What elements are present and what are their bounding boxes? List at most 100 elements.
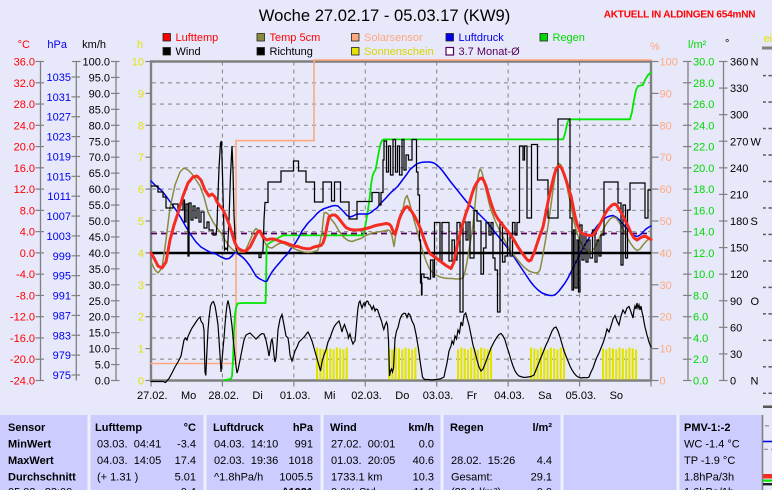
svg-text:20: 20 [660,312,672,324]
svg-text:991: 991 [53,291,71,303]
svg-text:05.03. 23:00: 05.03. 23:00 [8,487,72,490]
svg-text:25.0: 25.0 [89,296,110,308]
svg-text:Regen: Regen [553,32,585,44]
svg-text:04.03. 14:10: 04.03. 14:10 [214,439,278,451]
svg-text:Woche 27.02.17 - 05.03.17 (KW9: Woche 27.02.17 - 05.03.17 (KW9) [259,6,511,25]
svg-text:8: 8 [138,120,144,132]
svg-text:0.0: 0.0 [693,376,708,388]
svg-text:ein: ein [764,33,772,45]
svg-text:-12.0: -12.0 [10,312,35,324]
svg-text:2.0: 2.0 [693,354,708,366]
svg-text:10: 10 [660,344,672,356]
svg-text:4.4: 4.4 [537,455,552,467]
svg-text:°C: °C [18,39,30,51]
svg-text:km/h: km/h [82,39,106,51]
svg-text:50: 50 [660,216,672,228]
svg-text:1005.5: 1005.5 [279,472,313,484]
svg-text:MaxWert: MaxWert [8,455,54,467]
svg-text:30.0: 30.0 [693,57,714,69]
svg-text:4.0: 4.0 [693,333,708,345]
svg-text:300: 300 [730,110,748,122]
svg-text:6.0: 6.0 [693,312,708,324]
svg-text:90: 90 [660,88,672,100]
svg-text:-0.4: -0.4 [177,487,196,490]
svg-text:0: 0 [730,376,736,388]
svg-text:km/h: km/h [408,422,434,434]
svg-text:28.02.: 28.02. [208,390,239,402]
svg-text:Luftdruck: Luftdruck [213,422,265,434]
svg-text:0: 0 [138,376,144,388]
svg-text:-4.0: -4.0 [16,269,35,281]
svg-text:l/m²: l/m² [688,39,707,51]
svg-text:Fr: Fr [467,390,478,402]
svg-text:2: 2 [138,312,144,324]
svg-text:991: 991 [295,439,313,451]
svg-text:16.0: 16.0 [14,163,35,175]
svg-text:Di: Di [252,390,262,402]
svg-text:22.0: 22.0 [693,142,714,154]
svg-text:Sa: Sa [538,390,552,402]
svg-text:360: 360 [730,57,748,69]
svg-text:-8.0: -8.0 [16,290,35,302]
svg-text:1035: 1035 [47,72,71,84]
svg-text:05.03.: 05.03. [566,390,597,402]
svg-text:100: 100 [660,57,678,69]
svg-text:1.8hPa/3h: 1.8hPa/3h [684,472,734,484]
svg-text:80: 80 [660,120,672,132]
svg-text:95.0: 95.0 [89,72,110,84]
svg-text:04.03. 14:05: 04.03. 14:05 [97,455,161,467]
svg-text:02.03.: 02.03. [351,390,382,402]
svg-text:So: So [610,390,623,402]
svg-text:0.0: 0.0 [20,248,35,260]
svg-text:8.0: 8.0 [20,205,35,217]
svg-text:10.0: 10.0 [89,344,110,356]
svg-text:1007: 1007 [47,211,71,223]
svg-text:55.0: 55.0 [89,200,110,212]
svg-text:60.0: 60.0 [89,184,110,196]
svg-text:10: 10 [132,57,144,69]
svg-text:1015: 1015 [47,171,71,183]
svg-text:30: 30 [660,280,672,292]
svg-text:1031: 1031 [47,92,71,104]
svg-text:%: % [650,41,660,53]
svg-text:1018: 1018 [289,455,313,467]
svg-text:0.0% Std: 0.0% Std [331,487,376,490]
svg-text:W: W [751,136,762,148]
svg-text:16.0: 16.0 [693,205,714,217]
svg-text:02.03. 19:36: 02.03. 19:36 [214,455,278,467]
svg-text:210: 210 [730,189,748,201]
svg-text:hPa: hPa [293,422,314,434]
svg-text:-16.0: -16.0 [10,333,35,345]
svg-text:20.0: 20.0 [693,163,714,175]
svg-text:45.0: 45.0 [89,232,110,244]
svg-text:30: 30 [730,349,742,361]
svg-text:5.0: 5.0 [95,360,110,372]
svg-text:24.0: 24.0 [14,120,35,132]
svg-text:Durchschnitt: Durchschnitt [8,472,76,484]
svg-text:N: N [751,57,759,69]
svg-text:7: 7 [138,152,144,164]
svg-text:3.7 Monat-Ø: 3.7 Monat-Ø [459,46,521,58]
svg-text:20.0: 20.0 [14,142,35,154]
svg-text:28.02. 15:26: 28.02. 15:26 [451,455,515,467]
svg-text:29.1: 29.1 [531,472,552,484]
svg-text:1003: 1003 [47,231,71,243]
svg-text:Do: Do [395,390,409,402]
svg-text:5.01: 5.01 [175,472,196,484]
svg-text:MinWert: MinWert [8,439,52,451]
svg-text:Mo: Mo [181,390,196,402]
svg-text:995: 995 [53,271,71,283]
svg-text:Lufttemp: Lufttemp [176,32,219,44]
svg-text:40.0: 40.0 [89,248,110,260]
svg-text:18.0: 18.0 [693,184,714,196]
svg-text:Sensor: Sensor [8,422,46,434]
svg-text:6: 6 [138,184,144,196]
svg-text:50.0: 50.0 [89,216,110,228]
svg-text:AKTUELL IN ALDINGEN 654mNN: AKTUELL IN ALDINGEN 654mNN [604,10,756,21]
svg-text:Luftdruck: Luftdruck [459,32,505,44]
svg-text:85.0: 85.0 [89,104,110,116]
svg-text:12.0: 12.0 [693,248,714,260]
svg-text:75.0: 75.0 [89,136,110,148]
svg-text:^1.8hPa/h: ^1.8hPa/h [214,472,263,484]
svg-text:04.03.: 04.03. [494,390,525,402]
